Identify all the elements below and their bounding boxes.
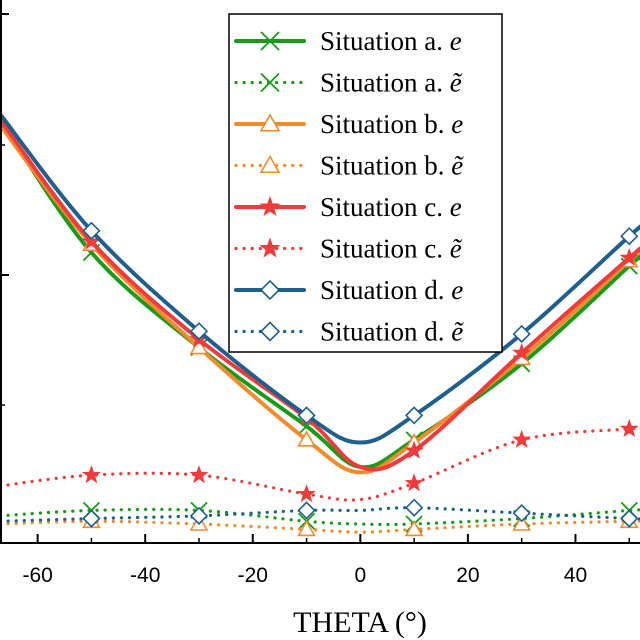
data-point	[189, 322, 209, 341]
legend-marker	[259, 195, 281, 216]
legend-marker	[259, 237, 281, 258]
data-point	[297, 519, 316, 537]
x-tick-label: -40	[130, 564, 160, 587]
legend-item-8: Situation d. ẽ	[234, 317, 464, 347]
data-point	[512, 504, 531, 523]
legend-marker	[259, 113, 281, 132]
x-axis-title: THETA (°)	[293, 606, 427, 639]
data-point	[82, 509, 101, 528]
data-point	[297, 430, 316, 447]
legend-marker	[259, 321, 281, 342]
legend-label: Situation a. e	[320, 26, 462, 56]
series-6	[0, 418, 640, 503]
series-line-8	[0, 506, 640, 523]
data-point	[620, 227, 639, 246]
legend-marker	[259, 154, 281, 174]
legend-item-4: Situation b. ẽ	[234, 151, 464, 181]
legend-symbol: e	[450, 26, 462, 56]
data-point	[619, 247, 639, 266]
data-point	[404, 406, 424, 425]
legend-item-3: Situation b. e	[234, 109, 463, 139]
data-point	[512, 429, 532, 448]
data-point	[404, 498, 424, 517]
legend-label: Situation c. ẽ	[320, 234, 463, 264]
data-point	[81, 465, 101, 484]
data-point	[297, 406, 316, 425]
data-point	[189, 506, 209, 525]
data-point	[404, 473, 424, 492]
data-point	[512, 342, 532, 362]
series-8	[0, 498, 640, 528]
series-line-4	[0, 519, 640, 534]
legend-box	[228, 13, 503, 353]
legend-label: Situation d. e	[320, 275, 463, 305]
data-point	[189, 337, 209, 355]
data-point	[512, 514, 532, 531]
legend-symbol: e	[451, 109, 463, 139]
x-tick-label: 0	[354, 564, 366, 587]
data-point	[189, 465, 209, 484]
data-point	[82, 221, 101, 240]
legend-symbol: ẽ	[450, 234, 463, 264]
data-point	[620, 509, 639, 528]
legend-label: Situation d. ẽ	[320, 317, 464, 347]
legend-item-5: Situation c. e	[234, 192, 462, 222]
legend-marker	[260, 72, 280, 93]
data-point	[404, 519, 424, 537]
data-point	[619, 418, 639, 438]
x-tick-label: 20	[456, 564, 479, 587]
series-line-7	[0, 112, 640, 445]
legend-label: Situation b. e	[320, 109, 463, 139]
x-tick-label: -20	[238, 564, 268, 587]
legend-symbol: ẽ	[450, 68, 463, 98]
data-point	[512, 324, 531, 344]
legend-item-6: Situation c. ẽ	[234, 234, 463, 264]
x-axis: -60 -40 -20 0 20 40	[0, 0, 640, 587]
plot-area	[0, 112, 640, 537]
x-tick-label: -60	[22, 564, 52, 587]
series-line-2	[0, 507, 640, 527]
legend-marker	[259, 279, 281, 301]
legend-label: Situation b. ẽ	[320, 151, 464, 181]
series-line-3	[0, 122, 640, 475]
legend-item-1: Situation a. e	[234, 26, 462, 56]
legend-item-2: Situation a. ẽ	[234, 68, 463, 98]
legend-symbol: e	[451, 275, 463, 305]
legend-symbol: ẽ	[451, 151, 464, 181]
series-line-5	[0, 117, 640, 472]
legend-item-7: Situation d. e	[234, 275, 463, 305]
legend-label: Situation c. e	[320, 192, 462, 222]
legend-symbol: ẽ	[451, 317, 464, 347]
data-point	[297, 501, 316, 520]
data-point	[297, 484, 317, 503]
legend: Situation a. e Situation a. ẽ Situation b.…	[228, 13, 503, 353]
legend-marker	[260, 31, 280, 51]
legend-label: Situation a. ẽ	[320, 68, 463, 98]
data-point	[404, 440, 424, 459]
series-line-6	[0, 426, 640, 502]
legend-symbol: e	[450, 192, 462, 222]
x-tick-label: 40	[564, 564, 587, 587]
series-7	[0, 112, 640, 445]
